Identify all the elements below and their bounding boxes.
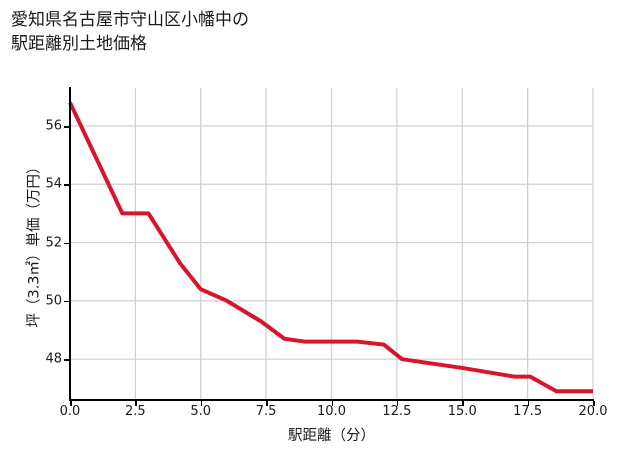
x-tick-label: 0.0 [59, 404, 81, 419]
y-tick-mark [64, 359, 69, 361]
y-tick-mark [64, 125, 69, 128]
x-tick-mark [135, 401, 137, 406]
x-tick-mark [396, 401, 399, 406]
y-tick-mark [64, 184, 69, 186]
x-tick-label: 7.5 [255, 404, 277, 419]
y-tick-mark [64, 242, 69, 245]
data-line-series [68, 101, 593, 394]
page-title: 愛知県名古屋市守山区小幡中の 駅距離別土地価格 [11, 10, 249, 55]
x-tick-label: 15.0 [447, 404, 477, 419]
y-tick-label: 50 [45, 293, 62, 309]
x-tick-label: 5.0 [190, 404, 212, 419]
y-tick-mark [64, 300, 69, 303]
x-tick-label: 2.5 [125, 404, 146, 419]
x-tick-mark [462, 401, 464, 406]
x-tick-label: 17.5 [513, 404, 543, 419]
y-tick-label: 52 [45, 235, 62, 251]
x-tick-mark [266, 401, 268, 406]
x-tick-mark [70, 401, 72, 406]
x-tick-mark [200, 401, 203, 406]
x-tick-mark [593, 401, 595, 406]
x-tick-mark [331, 401, 334, 406]
plot-area [68, 88, 594, 400]
x-tick-label: 12.5 [382, 404, 412, 419]
y-tick-label: 54 [45, 176, 62, 192]
y-axis-spine [69, 87, 71, 401]
x-axis-title: 駅距離（分） [288, 428, 375, 444]
x-tick-mark [527, 401, 530, 406]
y-tick-label: 56 [45, 118, 62, 134]
x-axis-spine [69, 399, 594, 401]
x-tick-label: 10.0 [317, 404, 346, 419]
data-line [68, 101, 593, 394]
x-tick-label: 20.0 [578, 404, 608, 419]
y-tick-label: 48 [45, 351, 62, 367]
y-axis-title: 坪（3.3㎡）単価（万円） [26, 159, 43, 328]
y-axis-tick-labels: 48 50 52 54 56 [0, 0, 62, 465]
